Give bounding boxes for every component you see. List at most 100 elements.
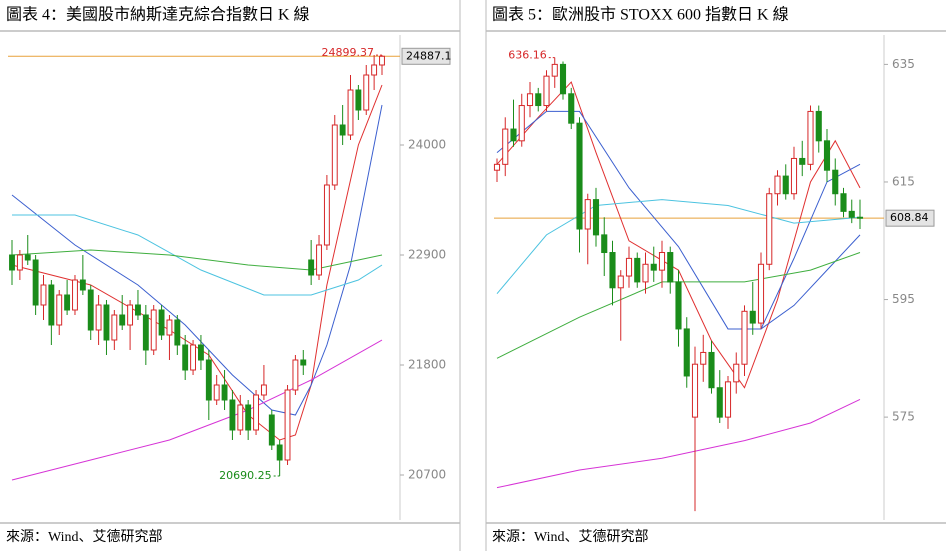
candle-body bbox=[24, 254, 31, 261]
candle-body bbox=[339, 124, 346, 136]
candle-body bbox=[741, 310, 748, 365]
candle-body bbox=[308, 259, 315, 276]
candle-body bbox=[135, 304, 141, 316]
candle-body bbox=[658, 252, 666, 271]
candle-body bbox=[683, 328, 690, 377]
last-price-label: 24887.1 bbox=[406, 49, 452, 62]
candle-body bbox=[733, 363, 740, 383]
candle-body bbox=[48, 284, 55, 326]
candle-body bbox=[724, 381, 732, 418]
candle-body bbox=[700, 351, 707, 365]
candle-body bbox=[757, 263, 765, 324]
candle-body bbox=[284, 389, 291, 461]
candle-body bbox=[363, 74, 370, 111]
candle-body bbox=[16, 254, 23, 271]
candle-body bbox=[72, 279, 78, 311]
candle-body bbox=[111, 314, 118, 341]
candle-body bbox=[56, 294, 63, 326]
moving-average-line bbox=[496, 110, 861, 330]
candle-body bbox=[237, 404, 244, 431]
candle-body bbox=[642, 263, 649, 283]
candle-body bbox=[355, 89, 362, 111]
candle-body bbox=[174, 319, 181, 346]
high-label: 636.16 bbox=[508, 49, 547, 62]
candle-body bbox=[691, 363, 699, 418]
candle-body bbox=[856, 216, 864, 219]
candle-body bbox=[331, 124, 338, 186]
candle-body bbox=[32, 259, 39, 306]
candle-body bbox=[609, 252, 616, 289]
chart-title: 圖表 4：美國股市納斯達克綜合指數日 K 線 bbox=[6, 6, 310, 24]
candle-body bbox=[543, 75, 550, 107]
candle-body bbox=[95, 304, 102, 331]
candle-body bbox=[766, 193, 773, 265]
candle-body bbox=[535, 93, 542, 107]
last-price-box bbox=[885, 209, 935, 227]
moving-average-line bbox=[728, 234, 861, 330]
source-note: 來源：Wind、艾德研究部 bbox=[492, 529, 649, 545]
candle-body bbox=[493, 163, 501, 171]
moving-average-line bbox=[11, 339, 383, 481]
candle-body bbox=[142, 314, 149, 351]
candle-body bbox=[166, 319, 173, 336]
y-tick-label: 22900 bbox=[408, 248, 446, 262]
moving-average-line bbox=[496, 199, 861, 294]
candle-body bbox=[292, 359, 299, 391]
candle-body bbox=[749, 310, 756, 324]
source-note: 來源：Wind、艾德研究部 bbox=[6, 529, 163, 545]
candle-body bbox=[276, 444, 283, 461]
candle-body bbox=[815, 110, 822, 142]
candle-body bbox=[190, 344, 197, 371]
moving-average-line bbox=[12, 214, 383, 296]
y-tick-label: 615 bbox=[892, 174, 915, 188]
candle-body bbox=[371, 64, 378, 76]
candle-body bbox=[40, 284, 47, 306]
y-tick-label: 21800 bbox=[408, 358, 446, 372]
candle-body bbox=[253, 394, 259, 431]
candle-body bbox=[708, 351, 715, 389]
candle-body bbox=[213, 384, 220, 401]
candle-body bbox=[584, 199, 591, 230]
candle-body bbox=[158, 309, 165, 336]
low-label: 20690.25 bbox=[219, 469, 272, 482]
candle-body bbox=[526, 93, 534, 107]
last-price-label: 608.84 bbox=[890, 211, 929, 224]
candle-body bbox=[150, 309, 157, 351]
y-tick-label: 575 bbox=[892, 410, 915, 424]
candle-body bbox=[221, 384, 228, 401]
high-label: 24899.37 bbox=[322, 46, 375, 59]
candle-body bbox=[823, 140, 831, 171]
y-tick-label: 635 bbox=[892, 57, 915, 71]
candle-body bbox=[625, 257, 633, 277]
candle-body bbox=[229, 399, 236, 431]
candle-body bbox=[9, 254, 15, 271]
candle-body bbox=[568, 93, 575, 124]
candle-body bbox=[799, 157, 806, 165]
candle-body bbox=[119, 314, 126, 326]
candle-body bbox=[716, 387, 723, 418]
candle-body bbox=[268, 414, 275, 446]
chart-title: 圖表 5：歐洲股市 STOXX 600 指數日 K 線 bbox=[492, 6, 789, 24]
candle-body bbox=[379, 55, 385, 66]
candle-body bbox=[675, 281, 682, 330]
candle-body bbox=[300, 359, 307, 366]
candle-body bbox=[551, 63, 558, 77]
candle-body bbox=[79, 279, 86, 291]
candle-body bbox=[316, 244, 322, 276]
candle-body bbox=[64, 294, 71, 311]
candle-body bbox=[510, 128, 517, 142]
candle-body bbox=[518, 105, 525, 142]
candle-body bbox=[182, 344, 189, 371]
candle-body bbox=[782, 175, 789, 195]
candle-body bbox=[197, 344, 204, 361]
candle-body bbox=[807, 110, 814, 165]
candle-body bbox=[103, 304, 110, 341]
y-tick-label: 595 bbox=[892, 292, 915, 306]
candle-body bbox=[650, 263, 657, 271]
candle-body bbox=[205, 359, 212, 401]
y-tick-label: 24000 bbox=[408, 138, 446, 152]
candle-body bbox=[832, 169, 839, 195]
candle-body bbox=[260, 384, 267, 396]
